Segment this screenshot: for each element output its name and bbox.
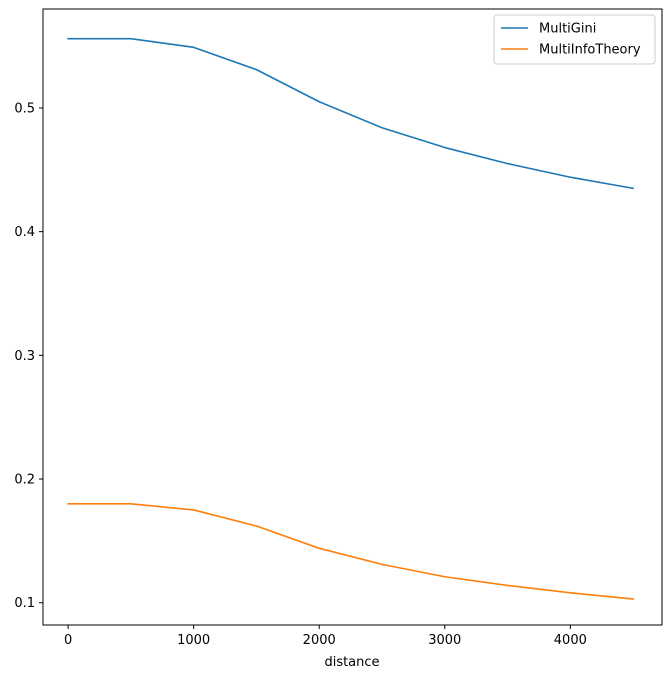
x-tick-label: 0 bbox=[64, 633, 72, 648]
legend-box bbox=[493, 14, 656, 65]
x-tick-label: 2000 bbox=[303, 633, 336, 648]
series-lines bbox=[67, 37, 635, 600]
x-axis-label: distance bbox=[324, 655, 379, 670]
y-axis: 0.1 0.2 0.3 0.4 0.5 bbox=[14, 101, 43, 611]
legend-label: MultiInfoTheory bbox=[539, 43, 641, 58]
y-tick-label: 0.2 bbox=[14, 473, 35, 488]
y-tick-label: 0.3 bbox=[14, 349, 35, 364]
series-line-multiinfotheory bbox=[67, 502, 634, 600]
y-tick-label: 0.4 bbox=[14, 225, 35, 240]
plot-area bbox=[42, 8, 663, 626]
x-axis: 0 1000 2000 3000 4000 bbox=[64, 625, 587, 648]
x-tick-label: 1000 bbox=[177, 633, 210, 648]
series-line-multigini bbox=[67, 37, 635, 190]
legend: MultiGini MultiInfoTheory bbox=[493, 14, 656, 65]
x-tick-label: 3000 bbox=[428, 633, 461, 648]
x-tick-label: 4000 bbox=[554, 633, 587, 648]
y-tick-label: 0.1 bbox=[14, 596, 35, 611]
legend-label: MultiGini bbox=[539, 22, 596, 37]
y-tick-label: 0.5 bbox=[14, 101, 35, 116]
